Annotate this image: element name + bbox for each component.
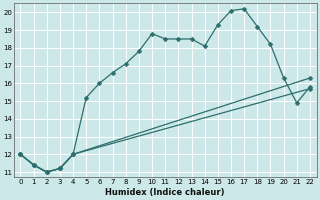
X-axis label: Humidex (Indice chaleur): Humidex (Indice chaleur)	[106, 188, 225, 197]
